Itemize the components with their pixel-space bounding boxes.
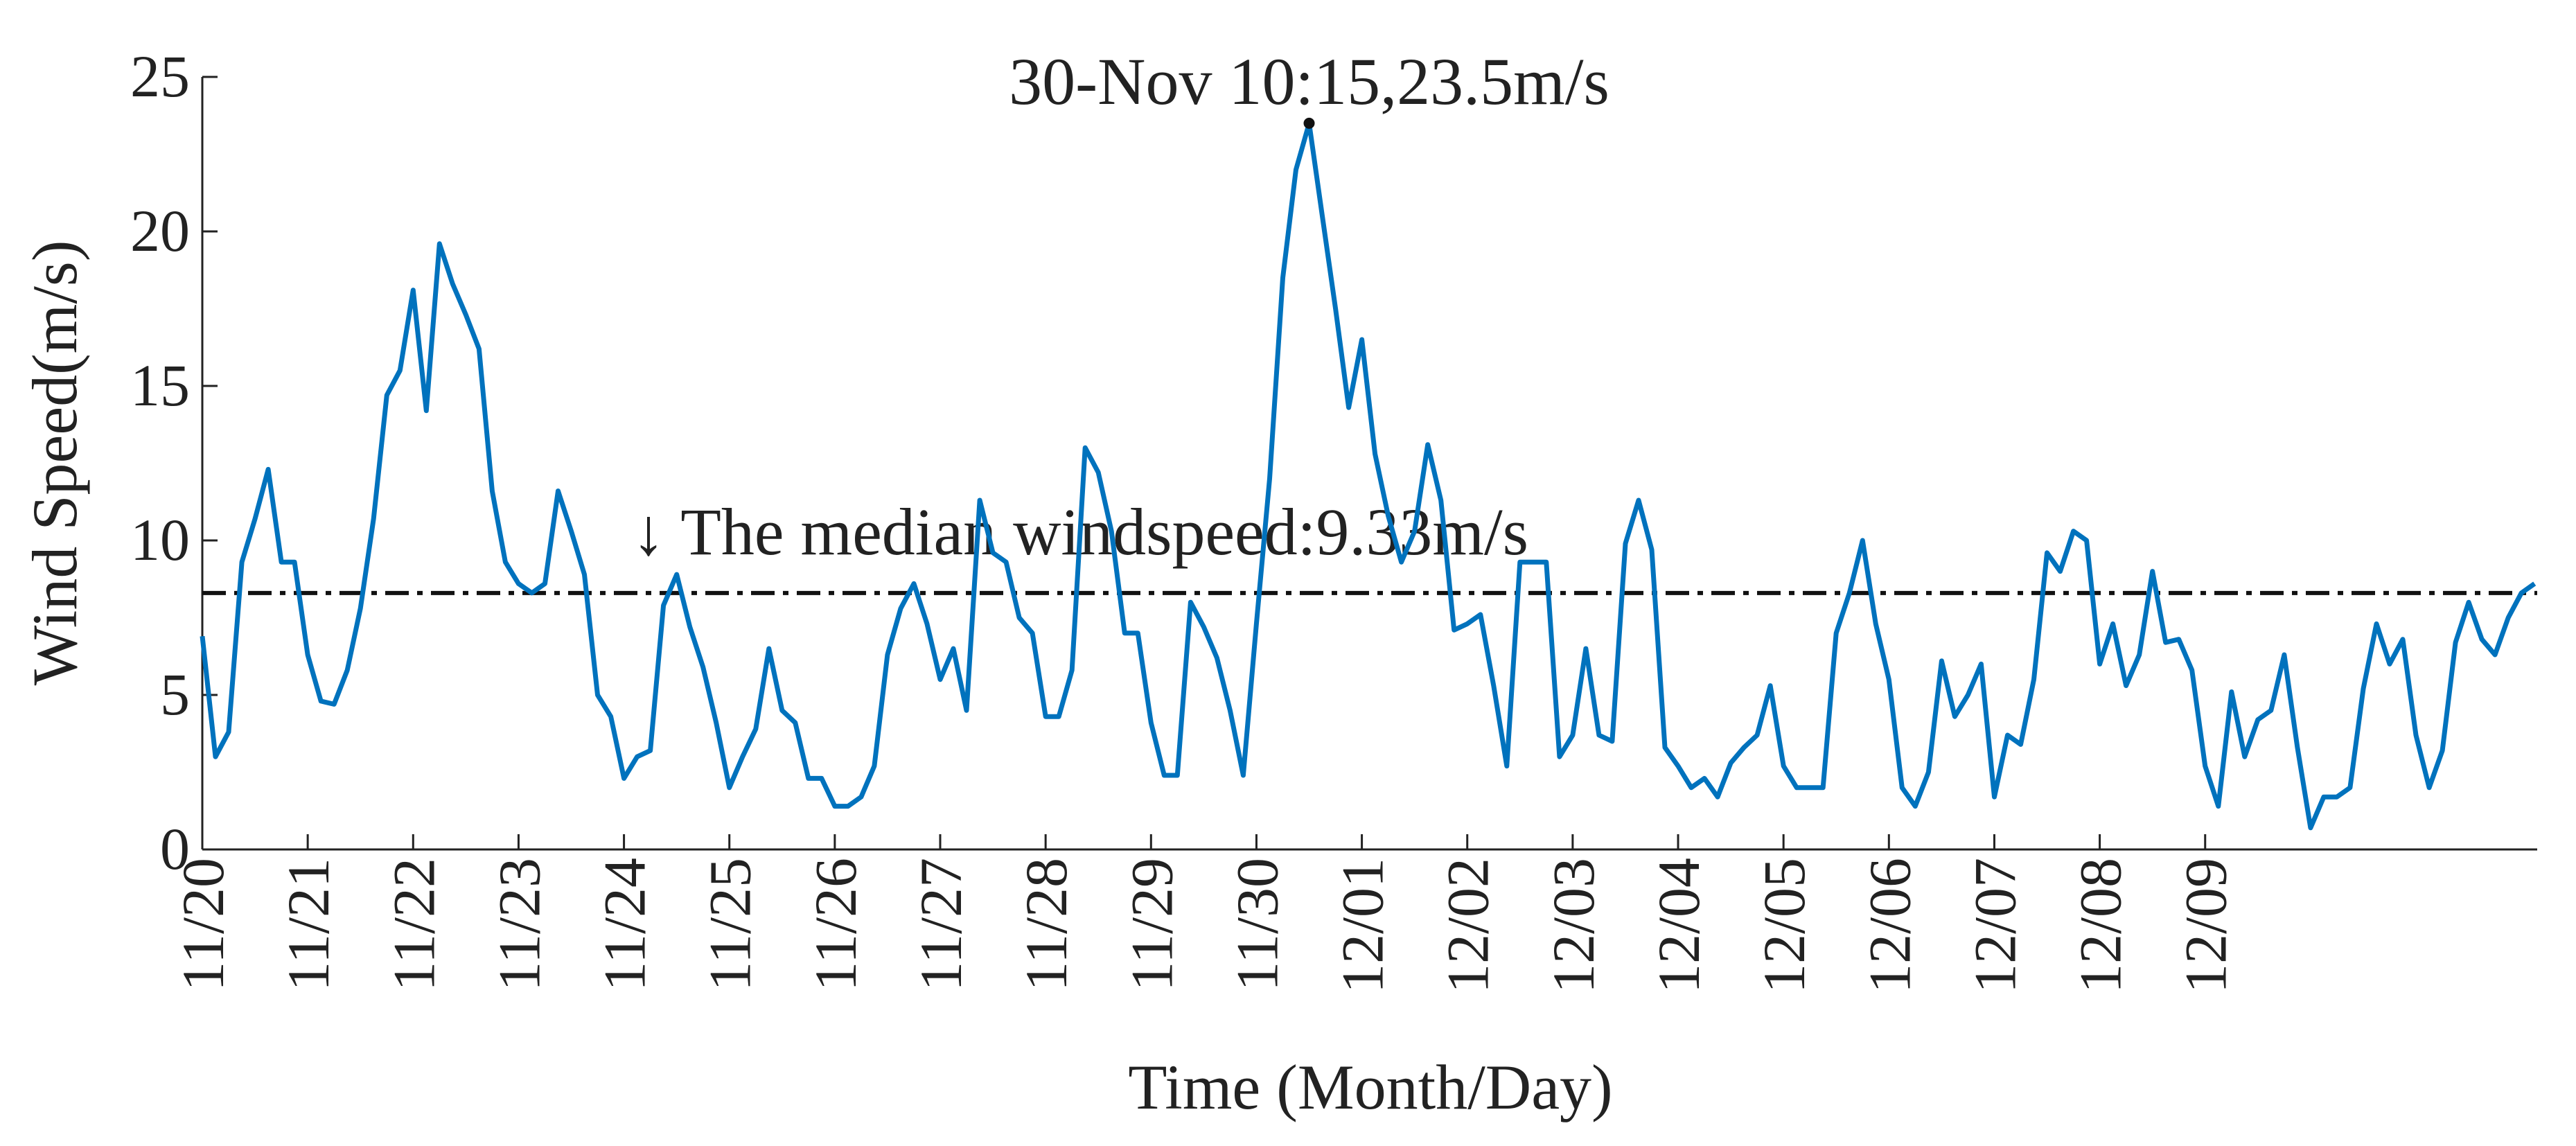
y-tick-label: 15 xyxy=(130,352,190,418)
x-tick-label: 11/26 xyxy=(802,858,869,991)
y-tick-label: 20 xyxy=(130,197,190,264)
x-tick-label: 12/02 xyxy=(1435,858,1501,994)
peak-marker xyxy=(1303,117,1315,129)
x-tick-label: 12/03 xyxy=(1540,858,1607,994)
peak-annotation: 30-Nov 10:15,23.5m/s xyxy=(1009,44,1609,118)
x-tick-label: 11/21 xyxy=(275,858,342,991)
x-tick-label: 11/23 xyxy=(486,858,552,991)
x-tick-label: 12/05 xyxy=(1751,858,1817,994)
y-tick-label: 25 xyxy=(130,43,190,109)
wind-speed-line xyxy=(200,121,2537,831)
y-tick-label: 5 xyxy=(160,661,190,728)
x-tick-label: 11/28 xyxy=(1013,858,1079,991)
x-tick-label: 11/25 xyxy=(697,858,764,991)
x-tick-label: 11/27 xyxy=(908,858,974,991)
x-tick-label: 11/20 xyxy=(170,858,236,991)
y-tick-label: 10 xyxy=(130,506,190,573)
x-tick-label: 11/22 xyxy=(380,858,447,991)
x-tick-label: 11/30 xyxy=(1224,858,1290,991)
x-tick-label: 11/29 xyxy=(1118,858,1185,991)
x-tick-label: 12/07 xyxy=(1961,858,2028,994)
x-tick-label: 12/06 xyxy=(1856,858,1923,994)
x-axis-label: Time (Month/Day) xyxy=(1128,1052,1612,1122)
x-tick-label: 12/09 xyxy=(2173,858,2239,994)
y-axis-label: Wind Speed(m/s) xyxy=(19,240,90,686)
x-tick-label: 12/08 xyxy=(2067,858,2134,994)
x-tick-label: 12/04 xyxy=(1646,858,1712,994)
y-tick-label: 0 xyxy=(160,816,190,882)
x-tick-label: 11/24 xyxy=(592,858,658,991)
x-tick-label: 12/01 xyxy=(1330,858,1396,994)
